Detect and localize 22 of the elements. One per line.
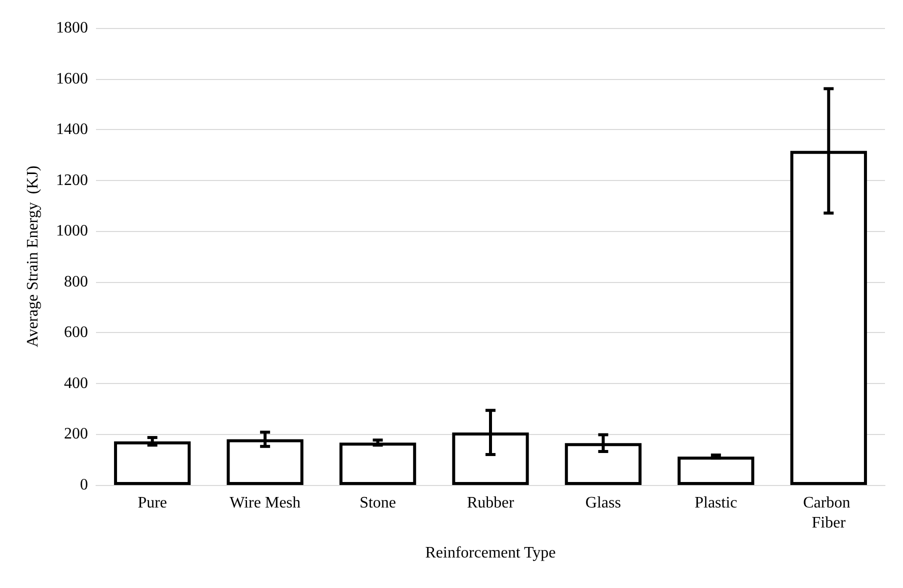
x-axis-title: Reinforcement Type [425,544,556,562]
y-tick-label: 1000 [56,222,88,240]
bar [678,456,754,485]
y-tick-label: 1200 [56,172,88,189]
x-tick-label: Wire Mesh [230,494,301,512]
x-tick-label: Carbon Fiber [803,494,854,532]
y-tick-label: 0 [80,476,88,494]
x-tick-label: Plastic [694,494,738,512]
x-tick-label: Rubber [466,494,515,512]
y-tick-label: 800 [64,273,88,290]
y-tick-label: 400 [64,374,88,392]
y-tick-label: 1400 [56,121,88,138]
bar [114,441,191,485]
y-tick-label: 600 [64,324,88,342]
bar [339,442,416,485]
x-tick-label: Stone [360,494,396,512]
x-tick-label: Glass [585,494,621,512]
y-axis-title: Average Strain Energy (KJ) [24,166,42,348]
y-tick-label: 1600 [56,70,88,88]
x-tick-label: Pure [138,494,168,512]
y-tick-label: 1800 [56,20,88,36]
y-tick-label: 200 [64,426,88,443]
